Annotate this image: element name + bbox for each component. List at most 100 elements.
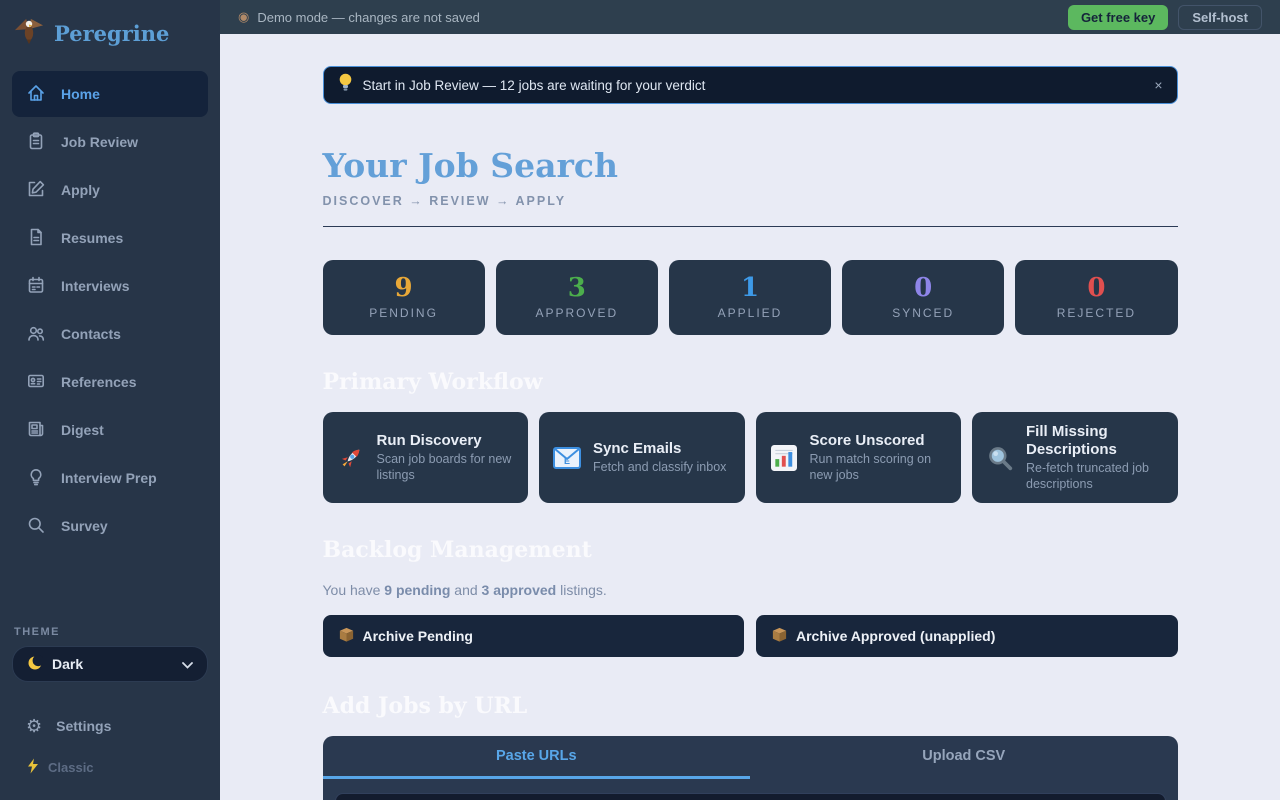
sidebar-item-job-review[interactable]: Job Review <box>12 119 208 165</box>
sidebar-item-settings[interactable]: ⚙ Settings <box>12 708 208 744</box>
sidebar-item-interviews[interactable]: Interviews <box>12 263 208 309</box>
add-jobs-tabs: Paste URLs Upload CSV <box>322 736 1178 780</box>
gear-icon: ⚙ <box>26 716 43 736</box>
workflow-cards: Run Discovery Scan job boards for new li… <box>322 412 1178 504</box>
sidebar-item-digest[interactable]: Digest <box>12 407 208 453</box>
sidebar-item-survey[interactable]: Survey <box>12 503 208 549</box>
card-title: Sync Emails <box>593 439 682 457</box>
archive-pending-label: Archive Pending <box>362 628 473 645</box>
people-icon <box>26 323 46 346</box>
backlog-summary: You have 9 pending and 3 approved listin… <box>322 582 607 599</box>
sidebar-item-label: Interviews <box>61 278 130 294</box>
clipboard-icon <box>26 131 46 154</box>
stat-label: SYNCED <box>892 305 955 320</box>
sidebar-item-label: Survey <box>61 518 108 534</box>
pending-count-bold: 9 pending <box>384 582 451 599</box>
approved-count: 3 <box>567 273 586 304</box>
app-logo: Peregrine <box>0 0 220 65</box>
lightbulb-icon <box>26 467 46 490</box>
magnifier-icon <box>26 515 46 538</box>
rejected-count: 0 <box>1087 273 1106 304</box>
sidebar-item-apply[interactable]: Apply <box>12 167 208 213</box>
archive-approved-label: Archive Approved (unapplied) <box>796 628 996 645</box>
stat-card-rejected: 0 REJECTED <box>1015 260 1178 335</box>
main-area: ◉ Demo mode — changes are not saved Get … <box>220 0 1280 800</box>
synced-count: 0 <box>914 273 933 304</box>
sidebar-item-interview-prep[interactable]: Interview Prep <box>12 455 208 501</box>
edit-icon <box>26 179 46 202</box>
get-free-key-button[interactable]: Get free key <box>1067 4 1169 30</box>
job-review-banner: Start in Job Review — 12 jobs are waitin… <box>322 66 1178 104</box>
package-icon <box>338 626 355 646</box>
id-card-icon <box>26 371 46 394</box>
content-column: Start in Job Review — 12 jobs are waitin… <box>322 34 1178 800</box>
email-icon: E <box>552 446 582 469</box>
archive-approved-button[interactable]: Archive Approved (unapplied) <box>756 615 1178 658</box>
card-description: Re-fetch truncated job descriptions <box>1026 461 1149 491</box>
theme-selected-value: Dark <box>52 656 84 672</box>
sidebar-item-references[interactable]: References <box>12 359 208 405</box>
paste-urls-input[interactable] <box>334 793 1166 800</box>
fill-missing-descriptions-button[interactable]: Fill Missing Descriptions Re-fetch trunc… <box>972 412 1178 504</box>
sidebar: Peregrine Home Job Review Apply Resumes … <box>0 0 220 800</box>
stat-label: APPROVED <box>535 305 619 320</box>
backlog-management-heading: Backlog Management <box>322 537 592 564</box>
moon-icon <box>27 654 44 674</box>
demo-mode-notice: Demo mode — changes are not saved <box>257 9 480 25</box>
theme-section: THEME Dark <box>0 626 220 682</box>
home-icon <box>26 83 46 106</box>
settings-label: Settings <box>56 718 112 734</box>
pending-count: 9 <box>394 273 413 304</box>
archive-pending-button[interactable]: Archive Pending <box>322 615 744 658</box>
sidebar-item-label: Contacts <box>61 326 121 342</box>
stat-label: PENDING <box>369 305 438 320</box>
stat-label: REJECTED <box>1056 305 1137 320</box>
archive-buttons: Archive Pending Archive Approved (unappl… <box>322 615 1178 658</box>
run-discovery-button[interactable]: Run Discovery Scan job boards for new li… <box>322 412 528 504</box>
eagle-icon <box>14 16 44 51</box>
divider <box>322 226 1178 227</box>
page-title: Your Job Search <box>322 146 618 185</box>
stat-card-applied: 1 APPLIED <box>668 260 832 335</box>
sync-emails-button[interactable]: E Sync Emails Fetch and classify inbox <box>539 412 745 504</box>
stats-row: 9 PENDING 3 APPROVED 1 APPLIED 0 SYNCED … <box>322 260 1178 335</box>
sidebar-item-label: Resumes <box>61 230 124 246</box>
card-title: Fill Missing Descriptions <box>1026 423 1117 458</box>
newspaper-icon <box>26 419 46 442</box>
theme-section-label: THEME <box>14 626 60 638</box>
close-icon[interactable]: × <box>1154 77 1163 93</box>
sidebar-item-label: Digest <box>61 422 104 438</box>
sidebar-item-classic[interactable]: Classic <box>12 744 208 786</box>
sidebar-item-label: Interview Prep <box>61 470 157 486</box>
card-title: Score Unscored <box>809 432 925 449</box>
approved-count-bold: 3 approved <box>481 582 557 599</box>
classic-label: Classic <box>48 760 94 775</box>
sidebar-footer: ⚙ Settings Classic <box>0 682 220 800</box>
applied-count: 1 <box>740 273 760 304</box>
theme-select[interactable]: Dark <box>12 646 208 682</box>
tab-upload-csv[interactable]: Upload CSV <box>922 748 1006 765</box>
self-host-button[interactable]: Self-host <box>1178 4 1262 30</box>
sidebar-item-contacts[interactable]: Contacts <box>12 311 208 357</box>
sidebar-item-label: Home <box>61 86 100 102</box>
add-jobs-heading: Add Jobs by URL <box>322 693 528 720</box>
card-description: Run match scoring on new jobs <box>809 452 932 482</box>
stat-label: APPLIED <box>717 305 783 320</box>
card-description: Fetch and classify inbox <box>593 459 727 474</box>
rocket-icon <box>336 444 366 472</box>
stat-card-pending: 9 PENDING <box>322 260 485 335</box>
stat-card-approved: 3 APPROVED <box>495 260 658 335</box>
sidebar-nav: Home Job Review Apply Resumes Interviews… <box>0 65 220 551</box>
workflow-breadcrumb: DISCOVER → REVIEW → APPLY <box>322 194 567 208</box>
card-title: Run Discovery <box>376 432 482 449</box>
chevron-down-icon <box>182 656 193 672</box>
score-unscored-button[interactable]: Score Unscored Run match scoring on new … <box>755 412 961 504</box>
sidebar-item-label: Job Review <box>61 134 139 150</box>
card-description: Scan job boards for new listings <box>376 452 512 482</box>
sidebar-item-label: References <box>61 374 137 390</box>
sidebar-item-resumes[interactable]: Resumes <box>12 215 208 261</box>
svg-text:E: E <box>564 456 570 466</box>
zap-icon <box>26 758 40 777</box>
tab-paste-urls[interactable]: Paste URLs <box>322 736 750 780</box>
sidebar-item-home[interactable]: Home <box>12 71 208 117</box>
